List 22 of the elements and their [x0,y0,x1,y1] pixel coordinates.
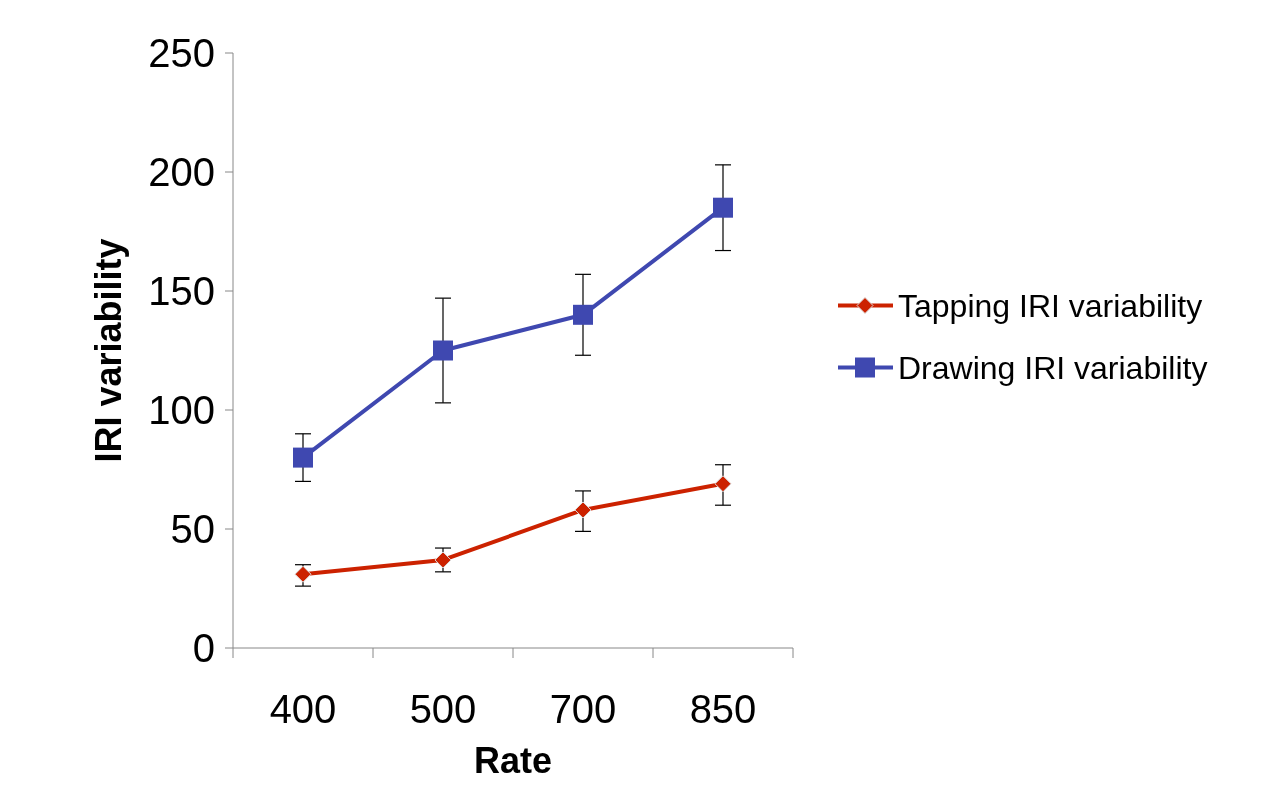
point [573,304,593,325]
x-axis-title: Rate [473,740,553,781]
legend-label: Tapping IRI variability [898,287,1203,324]
legend-label: Drawing IRI variability [898,349,1208,386]
y-tick-label: 50 [170,507,215,551]
x-tick-label: 500 [409,687,477,731]
y-axis-title: IRI variability [88,238,129,463]
point [434,551,452,569]
point [574,501,592,519]
point [293,447,313,468]
point [294,565,312,583]
y-tick-label: 150 [148,269,215,313]
x-tick-label: 400 [269,687,337,731]
y-tick-label: 200 [148,150,215,194]
x-tick-label: 700 [549,687,617,731]
point [433,340,453,361]
y-tick-label: 250 [148,31,215,75]
y-tick-label: 0 [192,626,215,670]
y-tick-label: 100 [148,388,215,432]
point [714,475,732,493]
x-tick-label: 850 [689,687,757,731]
point [713,197,733,218]
